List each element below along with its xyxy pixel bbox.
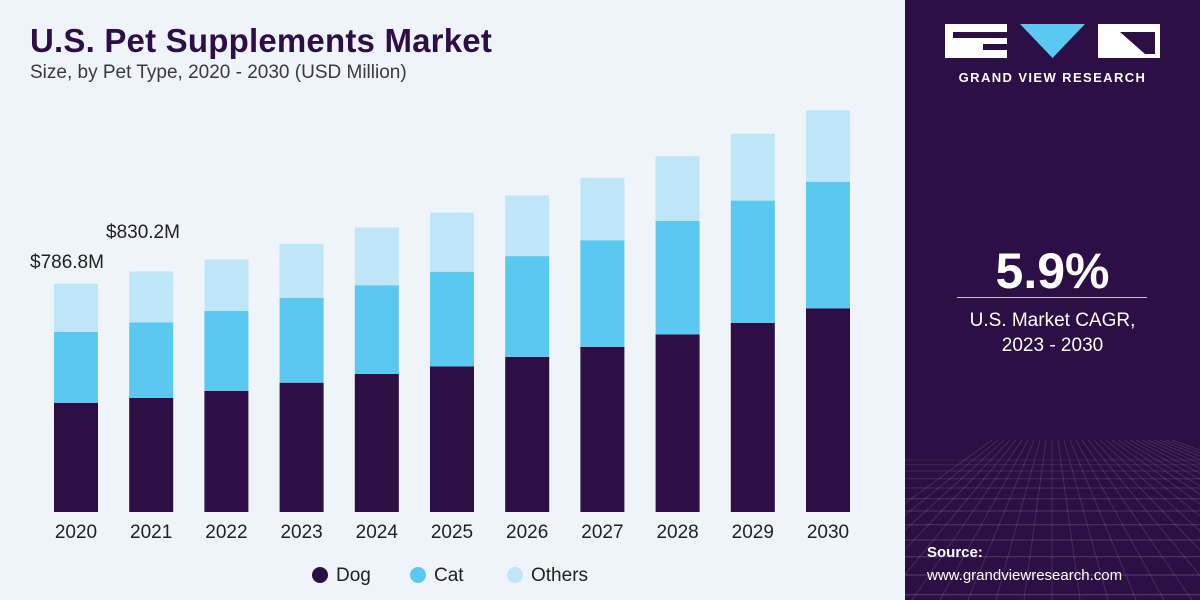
cagr-value: 5.9% <box>995 243 1110 299</box>
x-tick-label-2028: 2028 <box>656 522 698 543</box>
bar-dog-2022 <box>204 390 249 512</box>
source-label: Source: <box>927 544 983 561</box>
x-tick-label-2030: 2030 <box>807 522 849 543</box>
cagr-label-line2: 2023 - 2030 <box>1001 335 1104 356</box>
chart-area: U.S. Pet Supplements Market Size, by Pet… <box>30 22 850 586</box>
bar-others-2027 <box>580 177 625 241</box>
chart-title: U.S. Pet Supplements Market <box>30 22 493 59</box>
bar-cat-2021 <box>129 322 174 398</box>
bar-dog-2023 <box>279 382 324 512</box>
x-tick-label-2026: 2026 <box>506 522 548 543</box>
bar-dog-2025 <box>430 366 474 512</box>
x-tick-label-2021: 2021 <box>130 522 172 543</box>
cagr-label: U.S. Market CAGR, 2023 - 2030 <box>905 308 1200 358</box>
stacked-bar-chart: 2020 2021 2022 2023 2024 2025 2026 2027 2028 2029… <box>30 110 850 586</box>
bar-others-2022 <box>204 259 249 311</box>
bar-others-2023 <box>279 243 324 298</box>
legend-marker-dog <box>312 567 328 583</box>
grid-pattern-decoration <box>905 439 1200 600</box>
legend-marker-cat <box>410 567 426 583</box>
bar-cat-2026 <box>505 256 550 357</box>
bar-cat-2025 <box>430 271 474 367</box>
bar-cat-2024 <box>354 285 399 374</box>
x-tick-label-2027: 2027 <box>581 522 623 543</box>
bar-others-2029 <box>730 133 775 201</box>
bar-others-2025 <box>430 212 474 272</box>
bar-others-2028 <box>655 156 700 221</box>
bar-dog-2021 <box>129 398 174 512</box>
gvr-logo-icon <box>945 24 1160 58</box>
bar-cat-2027 <box>580 240 625 347</box>
legend-label-cat: Cat <box>434 565 464 586</box>
cagr-label-line1: U.S. Market CAGR, <box>969 310 1136 331</box>
x-tick-label-2020: 2020 <box>55 522 97 543</box>
bar-dog-2028 <box>655 334 700 512</box>
bar-dog-2029 <box>730 323 775 512</box>
info-panel: GRAND VIEW RESEARCH 5.9% U.S. Market CAG… <box>905 0 1200 600</box>
bar-others-2021 <box>129 271 174 323</box>
x-tick-label-2025: 2025 <box>431 522 473 543</box>
bar-cat-2028 <box>655 221 700 335</box>
bar-cat-2023 <box>279 297 324 383</box>
chart-subtitle: Size, by Pet Type, 2020 - 2030 (USD Mill… <box>30 62 407 83</box>
bar-dog-2024 <box>354 374 399 512</box>
legend-label-others: Others <box>531 565 588 586</box>
bar-others-2026 <box>505 195 550 257</box>
bar-others-2024 <box>354 227 399 286</box>
x-tick-label-2029: 2029 <box>732 522 774 543</box>
brand-name: GRAND VIEW RESEARCH <box>958 70 1147 85</box>
x-tick-label-2022: 2022 <box>205 522 247 543</box>
source-url[interactable]: www.grandviewresearch.com <box>927 567 1123 584</box>
bar-dog-2020 <box>54 402 98 512</box>
legend-marker-others <box>507 567 523 583</box>
bar-cat-2030 <box>806 181 850 309</box>
data-label-2021: $830.2M <box>106 222 180 243</box>
bar-dog-2027 <box>580 347 625 512</box>
x-tick-label-2023: 2023 <box>280 522 322 543</box>
bar-others-2020 <box>54 283 98 332</box>
x-tick-label-2024: 2024 <box>356 522 399 543</box>
data-label-2020: $786.8M <box>30 252 104 273</box>
bar-dog-2030 <box>806 308 850 512</box>
bar-cat-2022 <box>204 311 249 391</box>
divider <box>957 297 1147 298</box>
bar-dog-2026 <box>505 356 550 512</box>
bar-cat-2029 <box>730 200 775 323</box>
bar-others-2030 <box>806 110 850 182</box>
bar-cat-2020 <box>54 332 98 403</box>
legend-label-dog: Dog <box>336 565 371 586</box>
